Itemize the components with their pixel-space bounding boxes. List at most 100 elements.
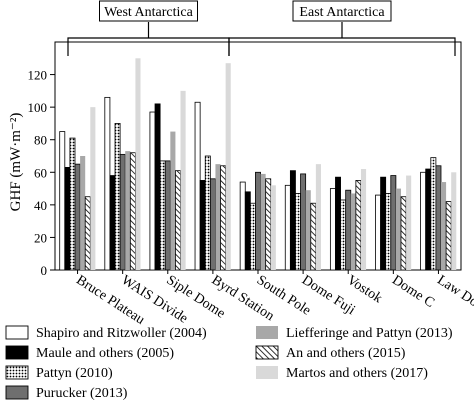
region-label-box-east-antarctica <box>292 0 392 22</box>
bar-byrd-station-maule-and-others-2005 <box>199 180 206 271</box>
bar-dome-fuji-purucker-2013 <box>300 173 307 271</box>
bar-south-pole-maule-and-others-2005 <box>244 191 251 271</box>
legend-swatch-maule-and-others-2005 <box>5 345 29 360</box>
region-bracket-west-antarctica: West Antarctica <box>67 0 230 56</box>
bar-bruce-plateau-martos-and-others-2017 <box>90 107 96 271</box>
bar-dome-c-martos-and-others-2017 <box>406 175 412 270</box>
legend-item-liefferinge-and-pattyn-2013: Liefferinge and Pattyn (2013) <box>256 326 453 341</box>
bar-dome-fuji-an-and-others-2015 <box>310 202 317 271</box>
bar-bruce-plateau-liefferinge-and-pattyn-2013 <box>80 156 86 270</box>
y-axis-label: GHF (mW·m⁻²) <box>8 113 24 212</box>
bar-law-dome-maule-and-others-2005 <box>425 168 432 271</box>
bar-south-pole-martos-and-others-2017 <box>270 185 276 270</box>
bar-wais-divide-purucker-2013 <box>119 153 126 271</box>
y-tick-label-80: 80 <box>34 133 47 148</box>
legend-label-pattyn-2010: Pattyn (2010) <box>36 366 113 381</box>
bar-bruce-plateau-an-and-others-2015 <box>84 196 91 271</box>
bar-dome-fuji-maule-and-others-2005 <box>289 170 296 271</box>
y-tick-label-60: 60 <box>34 165 47 180</box>
bar-siple-dome-martos-and-others-2017 <box>180 90 186 270</box>
bar-byrd-station-purucker-2013 <box>209 178 216 271</box>
bar-south-pole-pattyn-2010 <box>249 202 256 271</box>
legend-label-purucker-2013: Purucker (2013) <box>36 386 128 401</box>
legend-item-maule-and-others-2005: Maule and others (2005) <box>5 345 174 361</box>
bar-law-dome-shapiro-and-ritzwoller-2004 <box>420 171 427 271</box>
legend-swatch-an-and-others-2015 <box>255 345 279 360</box>
bar-south-pole-liefferinge-and-pattyn-2013 <box>260 173 266 270</box>
bar-bruce-plateau-maule-and-others-2005 <box>64 166 71 271</box>
region-bracket-east-antarctica: East Antarctica <box>228 0 456 56</box>
bar-vostok-pattyn-2010 <box>340 199 347 271</box>
legend-swatch-martos-and-others-2017 <box>256 366 278 379</box>
y-tick-label-100: 100 <box>28 100 48 115</box>
bar-dome-fuji-pattyn-2010 <box>295 193 301 271</box>
bar-byrd-station-shapiro-and-ritzwoller-2004 <box>194 101 201 271</box>
region-label-west-antarctica: West Antarctica <box>104 5 193 20</box>
region-label-east-antarctica: East Antarctica <box>299 5 385 20</box>
x-tick-label-law-dome: Law Dome <box>434 273 474 320</box>
bar-south-pole-shapiro-and-ritzwoller-2004 <box>239 181 246 271</box>
legend-swatch-pattyn-2010 <box>5 365 29 380</box>
y-tick-label-120: 120 <box>28 68 48 83</box>
bar-byrd-station-liefferinge-and-pattyn-2013 <box>215 164 221 270</box>
bar-wais-divide-shapiro-and-ritzwoller-2004 <box>104 96 111 271</box>
bar-siple-dome-shapiro-and-ritzwoller-2004 <box>149 111 156 271</box>
bar-siple-dome-pattyn-2010 <box>159 160 166 271</box>
bar-dome-fuji-shapiro-and-ritzwoller-2004 <box>284 184 291 271</box>
bar-dome-fuji-liefferinge-and-pattyn-2013 <box>305 190 311 270</box>
bar-law-dome-purucker-2013 <box>435 165 442 271</box>
bar-wais-divide-pattyn-2010 <box>114 123 121 271</box>
bar-siple-dome-purucker-2013 <box>164 160 171 271</box>
legend-swatch-shapiro-and-ritzwoller-2004 <box>5 325 29 340</box>
bar-siple-dome-liefferinge-and-pattyn-2013 <box>170 131 176 270</box>
legend-item-shapiro-and-ritzwoller-2004: Shapiro and Ritzwoller (2004) <box>5 325 207 341</box>
legend-label-maule-and-others-2005: Maule and others (2005) <box>36 346 174 361</box>
bar-law-dome-pattyn-2010 <box>430 157 437 271</box>
bar-byrd-station-an-and-others-2015 <box>220 165 227 271</box>
bar-law-dome-martos-and-others-2017 <box>451 172 457 270</box>
bar-vostok-maule-and-others-2005 <box>335 176 341 271</box>
bar-dome-c-maule-and-others-2005 <box>380 176 387 271</box>
bar-dome-c-purucker-2013 <box>390 175 397 271</box>
legend-label-shapiro-and-ritzwoller-2004: Shapiro and Ritzwoller (2004) <box>36 326 207 341</box>
bar-bruce-plateau-pattyn-2010 <box>69 137 76 271</box>
bar-dome-c-liefferinge-and-pattyn-2013 <box>395 188 401 270</box>
bar-wais-divide-maule-and-others-2005 <box>109 175 116 271</box>
x-tick-label-dome-c: Dome C <box>389 273 437 311</box>
legend-label-liefferinge-and-pattyn-2013: Liefferinge and Pattyn (2013) <box>286 326 453 341</box>
y-tick-label-40: 40 <box>34 198 47 213</box>
legend-label-martos-and-others-2017: Martos and others (2017) <box>286 366 428 381</box>
bar-byrd-station-martos-and-others-2017 <box>225 63 231 270</box>
bar-wais-divide-an-and-others-2015 <box>129 152 136 271</box>
bar-law-dome-an-and-others-2015 <box>445 201 452 271</box>
bar-south-pole-an-and-others-2015 <box>265 178 272 271</box>
bar-vostok-liefferinge-and-pattyn-2013 <box>350 193 356 270</box>
legend-item-purucker-2013: Purucker (2013) <box>5 385 128 401</box>
y-tick-label-0: 0 <box>41 263 48 278</box>
region-label-box-west-antarctica <box>99 0 198 22</box>
bar-dome-fuji-martos-and-others-2017 <box>315 164 321 270</box>
bar-siple-dome-maule-and-others-2005 <box>154 103 161 271</box>
bar-byrd-station-pattyn-2010 <box>204 155 211 271</box>
bar-vostok-martos-and-others-2017 <box>360 169 367 270</box>
legend-item-an-and-others-2015: An and others (2015) <box>255 345 406 361</box>
bar-wais-divide-martos-and-others-2017 <box>135 58 141 271</box>
legend-label-an-and-others-2015: An and others (2015) <box>286 346 406 361</box>
bar-wais-divide-liefferinge-and-pattyn-2013 <box>125 151 131 270</box>
legend-item-pattyn-2010: Pattyn (2010) <box>5 365 113 381</box>
bar-dome-c-pattyn-2010 <box>385 193 392 271</box>
bar-dome-c-shapiro-and-ritzwoller-2004 <box>375 194 381 271</box>
bar-dome-c-an-and-others-2015 <box>400 196 407 271</box>
bar-bruce-plateau-shapiro-and-ritzwoller-2004 <box>59 131 66 271</box>
legend-swatch-liefferinge-and-pattyn-2013 <box>256 326 278 339</box>
bar-law-dome-liefferinge-and-pattyn-2013 <box>440 182 447 270</box>
bar-south-pole-purucker-2013 <box>255 171 261 271</box>
y-tick-label-20: 20 <box>34 230 47 245</box>
bar-vostok-shapiro-and-ritzwoller-2004 <box>329 188 336 271</box>
bar-siple-dome-an-and-others-2015 <box>175 170 181 271</box>
legend-item-martos-and-others-2017: Martos and others (2017) <box>256 366 428 381</box>
bar-bruce-plateau-purucker-2013 <box>74 163 81 271</box>
bar-vostok-purucker-2013 <box>345 189 352 271</box>
bar-vostok-an-and-others-2015 <box>355 180 362 271</box>
